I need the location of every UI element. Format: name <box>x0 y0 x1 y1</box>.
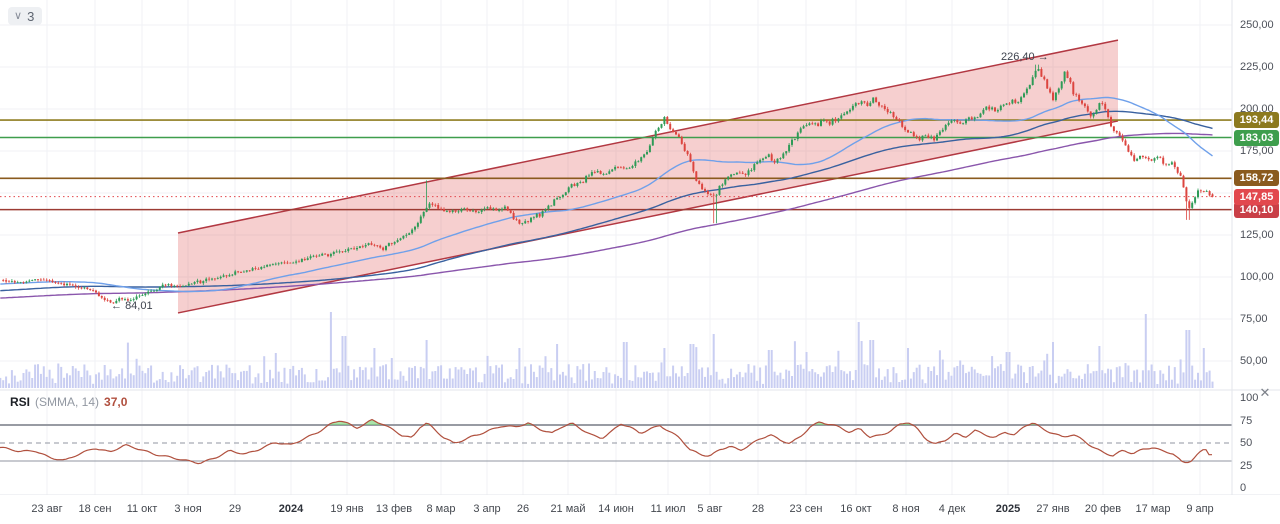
price-level-badge: 158,72 <box>1234 170 1279 187</box>
rsi-tick-label: 75 <box>1240 414 1253 427</box>
trend-channel[interactable] <box>177 39 1119 314</box>
price-tick-label: 50,00 <box>1240 355 1268 367</box>
price-level-badge: 193,44 <box>1234 112 1279 129</box>
time-tick-label: 27 янв <box>1036 503 1070 515</box>
price-level-lines[interactable] <box>0 119 1232 211</box>
candles <box>2 64 1214 304</box>
rsi-close-button[interactable]: ✕ <box>1259 385 1271 400</box>
rsi-pane[interactable] <box>0 418 1232 465</box>
rsi-indicator-legend[interactable]: RSI (SMMA, 14) 37,0 <box>10 395 127 409</box>
price-tick-label: 75,00 <box>1240 313 1268 325</box>
time-axis[interactable]: 23 авг 18 сен 11 окт 3 ноя 29 2024 19 янв 13 фе… <box>0 495 1280 524</box>
rsi-overbought-fill <box>330 421 351 425</box>
time-tick-label: 28 <box>751 503 765 515</box>
ma-mid-line[interactable] <box>0 110 1213 292</box>
rsi-title: RSI <box>10 395 31 409</box>
time-tick-label: 5 авг <box>697 503 723 515</box>
high-price-text: 226,40 <box>1001 51 1035 63</box>
time-tick-label: 2025 <box>995 503 1021 515</box>
high-price-annotation[interactable]: 226,40 → <box>1001 51 1049 63</box>
time-tick-label: 4 дек <box>938 503 966 515</box>
price-tick-label: 125,00 <box>1240 229 1274 241</box>
price-tick-label: 200,00 <box>1240 103 1274 115</box>
price-tick-label: 225,00 <box>1240 61 1274 73</box>
ma-fast-line[interactable] <box>0 96 1213 293</box>
time-tick-label: 23 авг <box>31 503 63 515</box>
time-tick-label: 11 июл <box>650 503 686 515</box>
time-tick-label: 3 апр <box>473 503 501 515</box>
rsi-params: (SMMA, 14) <box>35 395 100 409</box>
low-price-text: 84,01 <box>125 300 153 312</box>
price-axis[interactable]: 250,00 225,00 200,00 175,00 125,00 100,00 75,0… <box>1233 0 1280 495</box>
arrow-right-icon: → <box>1037 51 1049 63</box>
time-tick-label: 11 окт <box>126 503 158 515</box>
time-tick-label: 21 май <box>550 503 586 515</box>
price-tick-label: 250,00 <box>1240 19 1274 31</box>
time-tick-label: 18 сен <box>78 503 112 515</box>
price-tick-label: 175,00 <box>1240 145 1274 157</box>
time-tick-label: 13 фев <box>375 503 413 515</box>
price-level-badge: 183,03 <box>1234 129 1279 146</box>
volume-bars <box>0 312 1214 388</box>
collapsed-indicators-count: 3 <box>27 8 35 24</box>
time-tick-label: 3 ноя <box>174 503 202 515</box>
time-tick-label: 20 фев <box>1084 503 1122 515</box>
arrow-left-icon: ← <box>111 300 122 312</box>
time-tick-label: 8 мар <box>426 503 456 515</box>
time-tick-label: 14 июн <box>598 503 634 515</box>
rsi-tick-label: 0 <box>1240 482 1247 494</box>
last-price-badge: 147,85 <box>1234 188 1279 205</box>
low-price-annotation[interactable]: ← 84,01 <box>111 300 153 312</box>
rsi-line <box>0 418 1212 465</box>
time-tick-label: 16 окт <box>840 503 872 515</box>
rsi-current-value: 37,0 <box>104 395 128 409</box>
rsi-tick-label: 25 <box>1240 459 1253 472</box>
time-tick-label: 8 ноя <box>892 503 920 515</box>
rsi-tick-label: 50 <box>1240 437 1253 449</box>
time-tick-label: 17 мар <box>1135 503 1171 515</box>
collapsed-indicators-chip[interactable]: ∨ 3 <box>8 7 43 25</box>
rsi-tick-label: 100 <box>1240 392 1259 404</box>
time-tick-label: 2024 <box>278 503 304 515</box>
time-tick-label: 9 апр <box>1186 503 1214 515</box>
time-tick-label: 26 <box>516 503 530 515</box>
chevron-down-icon: ∨ <box>14 9 23 22</box>
time-tick-label: 29 <box>228 503 242 515</box>
price-tick-label: 100,00 <box>1240 271 1274 283</box>
time-tick-label: 19 янв <box>330 503 364 515</box>
price-level-badge: 140,10 <box>1234 201 1279 218</box>
time-tick-label: 23 сен <box>789 503 823 515</box>
